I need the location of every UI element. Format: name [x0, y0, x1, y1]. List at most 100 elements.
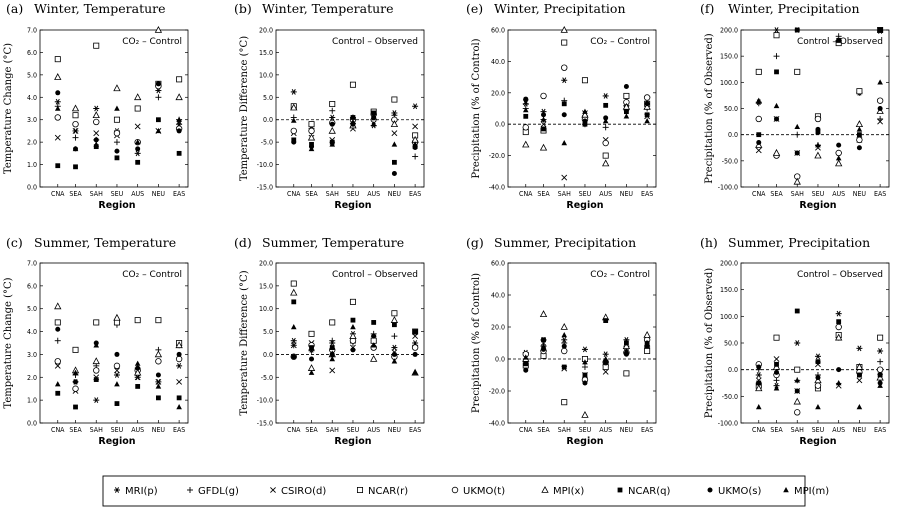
data-point-filled-circle — [856, 145, 862, 151]
panel-title: Summer, Temperature — [262, 235, 404, 250]
x-tick-label: SAH — [326, 426, 339, 434]
data-point-open-square — [391, 96, 398, 103]
data-point-open-square — [581, 77, 588, 84]
data-point-open-square — [308, 330, 315, 337]
x-tick-label: AUS — [832, 426, 845, 434]
data-point-filled-circle — [523, 96, 529, 102]
data-point-filled-circle — [794, 388, 800, 394]
data-point-asterisk — [581, 346, 589, 353]
x-tick-label: EAS — [874, 426, 886, 434]
data-point-filled-triangle — [835, 155, 842, 161]
data-point-filled-circle — [523, 367, 529, 373]
data-point-filled-circle — [55, 90, 61, 96]
panel-label: (f) — [700, 1, 714, 16]
y-tick-label: 40.0 — [491, 58, 505, 66]
data-point-filled-square — [857, 132, 862, 138]
data-point-open-circle — [755, 115, 762, 123]
x-tick-label: SEU — [812, 190, 825, 198]
x-tick-label: AUS — [367, 426, 380, 434]
data-point-plus — [581, 363, 589, 371]
data-point-asterisk — [328, 114, 336, 121]
x-tick-label: SAH — [558, 426, 571, 434]
data-point-open-triangle — [581, 411, 589, 418]
y-axis-label: Precipitation (% of Observed) — [704, 33, 715, 184]
y-tick-label: -5.0 — [261, 374, 273, 382]
x-tick-label: EAS — [874, 190, 886, 198]
data-point-open-triangle — [113, 314, 121, 321]
data-point-cross — [856, 377, 863, 384]
panel-h: (h) Summer, Precipitation -100.0 -50.0 0.0 50… — [700, 235, 890, 447]
data-point-plus — [411, 153, 419, 160]
y-tick-label: 3.0 — [27, 116, 37, 124]
data-point-filled-square — [176, 395, 182, 401]
data-point-open-square — [93, 319, 100, 326]
x-axis-label: Region — [98, 200, 135, 211]
y-tick-label: 40.0 — [491, 292, 505, 300]
data-point-filled-square — [156, 117, 161, 123]
data-point-open-triangle — [540, 310, 547, 318]
y-tick-label: 20.0 — [259, 260, 273, 268]
y-tick-label: -100.0 — [718, 420, 738, 428]
y-tick-label: 10.0 — [259, 71, 273, 79]
panel-annotation: Control – Observed — [332, 270, 418, 280]
data-point-filled-square — [603, 102, 609, 108]
data-point-filled-circle — [756, 364, 762, 370]
y-tick-label: 50.0 — [724, 340, 738, 348]
data-point-filled-square — [135, 384, 141, 389]
y-tick-label: 5.0 — [263, 328, 273, 336]
data-point-filled-square — [541, 126, 546, 132]
y-tick-label: 60.0 — [491, 260, 505, 268]
data-point-filled-circle — [176, 128, 182, 134]
data-point-open-circle — [814, 115, 822, 123]
panel-annotation: CO₂ – Control — [590, 270, 650, 280]
y-tick-label: -20.0 — [489, 388, 505, 396]
data-point-cross — [93, 130, 100, 137]
data-point-filled-circle — [877, 106, 883, 111]
data-point-filled-circle — [391, 171, 397, 177]
data-point-plus — [390, 332, 398, 340]
y-tick-label: 0.0 — [495, 121, 505, 129]
data-point-open-triangle — [54, 302, 62, 310]
data-point-filled-circle — [291, 139, 297, 145]
x-tick-label: NEU — [853, 426, 867, 434]
panel-title: Summer, Precipitation — [728, 235, 870, 250]
panel-label: (h) — [700, 235, 718, 250]
data-point-filled-square — [603, 318, 609, 323]
data-point-asterisk — [411, 103, 419, 110]
x-tick-label: AUS — [832, 190, 845, 198]
y-axis-label: Temperature Difference (°C) — [239, 270, 250, 415]
y-tick-label: -20.0 — [489, 152, 505, 160]
data-point-asterisk — [560, 77, 568, 84]
data-point-filled-triangle — [856, 126, 863, 132]
x-tick-label: SEA — [69, 426, 82, 434]
data-point-filled-square — [291, 299, 297, 305]
panel-label: (g) — [466, 235, 484, 250]
x-tick-label: SAH — [791, 426, 804, 434]
x-tick-label: CNA — [519, 426, 533, 434]
x-tick-label: EAS — [173, 190, 185, 198]
data-point-filled-triangle — [134, 360, 141, 366]
panel-label: (e) — [466, 1, 483, 16]
y-tick-label: 20.0 — [491, 89, 505, 97]
plot-frame — [507, 262, 657, 424]
data-point-open-triangle — [560, 323, 568, 330]
panel-e: (e) Winter, Precipitation -40.0 -20.0 0.0 20.… — [466, 1, 657, 211]
data-point-filled-circle — [309, 356, 315, 362]
y-axis-label: Temperature Difference (°C) — [239, 36, 250, 181]
data-point-filled-circle — [644, 101, 650, 107]
data-point-asterisk — [92, 105, 100, 112]
y-tick-label: 20.0 — [491, 324, 505, 332]
panel-label: (b) — [234, 1, 252, 16]
panel-annotation: Control – Observed — [797, 270, 883, 280]
data-point-asterisk — [134, 150, 142, 157]
legend-label: CSIRO(d) — [281, 486, 326, 497]
data-point-filled-triangle — [755, 97, 762, 103]
data-point-open-square — [72, 346, 79, 353]
x-tick-label: SEU — [579, 190, 592, 198]
data-point-open-square — [329, 319, 336, 326]
data-point-filled-square — [392, 159, 397, 165]
x-tick-label: NEU — [620, 190, 634, 198]
legend-label: GFDL(g) — [198, 486, 239, 497]
y-tick-label: 150.0 — [720, 286, 738, 294]
data-point-filled-circle — [55, 326, 61, 332]
